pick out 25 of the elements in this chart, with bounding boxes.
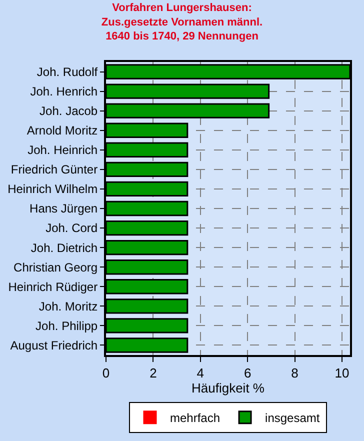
- x-tick-label: 4: [196, 366, 204, 381]
- y-tick-label: Joh. Rudolf: [36, 64, 98, 79]
- y-tick-label: Joh. Dietrich: [30, 240, 98, 255]
- chart-title: Vorfahren Lungershausen: Zus.gesetzte Vornamen männl. 1640 bis 1740, 29 Nennungen: [101, 2, 263, 43]
- x-tick-label: 2: [150, 366, 157, 381]
- y-tick-label: Joh. Henrich: [30, 84, 98, 98]
- x-tick-label: 0: [102, 366, 110, 381]
- x-tick-label: 6: [244, 366, 252, 381]
- y-tick-label: Heinrich Rüdiger: [8, 280, 98, 294]
- y-tick-label: Joh. Cord: [46, 221, 98, 236]
- y-tick-label: Hans Jürgen: [30, 202, 98, 216]
- x-tick-label: 10: [334, 366, 350, 381]
- x-tick-label: 8: [291, 366, 298, 381]
- y-tick-label: Joh. Jacob: [40, 104, 98, 118]
- y-tick-label: Joh. Philipp: [36, 318, 98, 333]
- y-tick-label: Heinrich Wilhelm: [8, 182, 98, 196]
- x-axis-title: Häufigkeit %: [192, 380, 265, 396]
- y-tick-label: Arnold Moritz: [26, 124, 98, 138]
- y-tick-label: Friedrich Günter: [10, 162, 98, 177]
- legend-label: insgesamt: [265, 411, 320, 426]
- legend-label: mehrfach: [170, 411, 220, 426]
- y-tick-label: Christian Georg: [14, 260, 98, 274]
- y-tick-label: August Friedrich: [10, 338, 98, 352]
- y-tick-label: Joh. Heinrich: [28, 143, 98, 158]
- y-tick-label: Joh. Moritz: [38, 299, 98, 314]
